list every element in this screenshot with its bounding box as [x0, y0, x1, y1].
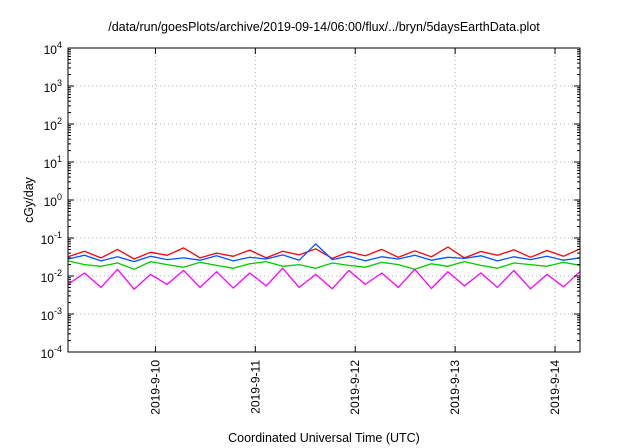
chart-title: /data/run/goesPlots/archive/2019-09-14/0… — [108, 20, 540, 34]
series-line-4 — [67, 267, 581, 290]
y-tick-label: 10-1 — [41, 230, 62, 247]
y-tick-label: 10-4 — [41, 344, 62, 361]
ticks — [68, 47, 580, 353]
x-tick-label: 2019-9-10 — [148, 360, 162, 415]
y-tick-label-exponent: 1 — [57, 154, 62, 164]
y-tick-label-exponent: 2 — [57, 116, 62, 126]
y-tick-label-base: 10 — [44, 195, 58, 209]
y-tick-label: 101 — [44, 154, 62, 171]
y-tick-label-base: 10 — [41, 233, 55, 247]
y-tick-label-exponent: -1 — [54, 230, 62, 240]
x-tick-label: 2019-9-11 — [248, 360, 262, 414]
y-tick-label-base: 10 — [44, 81, 58, 95]
y-tick-label-base: 10 — [44, 43, 58, 57]
y-tick-label: 10-3 — [41, 306, 62, 323]
y-tick-label: 10-2 — [41, 268, 62, 285]
y-tick-label: 102 — [44, 116, 62, 133]
x-axis-label: Coordinated Universal Time (UTC) — [228, 431, 420, 445]
y-tick-label-exponent: -3 — [54, 306, 62, 316]
y-tick-label-base: 10 — [41, 271, 55, 285]
y-tick-label-exponent: 0 — [57, 192, 62, 202]
x-tick-label: 2019-9-14 — [548, 360, 562, 415]
y-tick-label-exponent: -4 — [54, 344, 62, 354]
grid — [68, 48, 580, 352]
y-tick-label-exponent: 4 — [57, 40, 62, 50]
x-tick-labels: 2019-9-10 2019-9-11 2019-9-12 2019-9-13 2019… — [148, 360, 562, 415]
y-tick-label-base: 10 — [41, 347, 55, 361]
series-layer — [67, 243, 581, 290]
x-tick-label: 2019-9-13 — [448, 360, 462, 415]
y-tick-label-exponent: -2 — [54, 268, 62, 278]
y-tick-label-exponent: 3 — [57, 78, 62, 88]
y-tick-label-base: 10 — [44, 119, 58, 133]
y-tick-label: 100 — [44, 192, 62, 209]
series-line-3 — [67, 243, 581, 263]
y-axis-label: cGy/day — [22, 176, 36, 223]
series-line-2 — [67, 260, 581, 270]
y-tick-label-base: 10 — [41, 309, 55, 323]
y-tick-label: 103 — [44, 78, 62, 95]
y-tick-label-base: 10 — [44, 157, 58, 171]
series-line-1 — [67, 246, 581, 260]
x-tick-label: 2019-9-12 — [348, 360, 362, 415]
y-tick-label: 104 — [44, 40, 62, 57]
